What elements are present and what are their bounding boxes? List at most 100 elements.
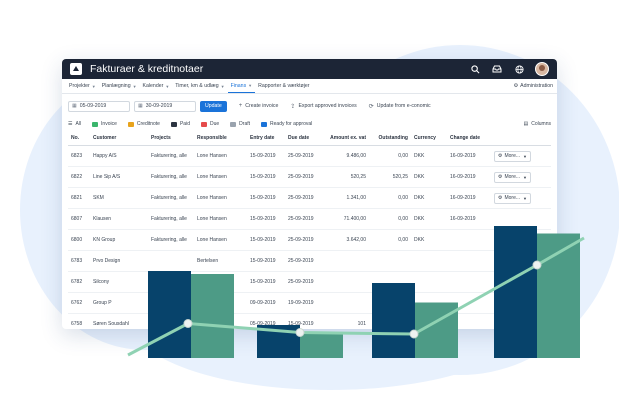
- table-cell: [369, 250, 411, 272]
- filter-swatch-icon: [127, 121, 134, 127]
- menu-item-3[interactable]: Timer, km & udlæg ▼: [172, 79, 227, 93]
- date-to-input[interactable]: ▦ 30-09-2019: [134, 100, 196, 112]
- table-cell: [447, 229, 491, 251]
- table-cell: [411, 271, 447, 293]
- menu-item-2[interactable]: Kalender ▼: [140, 79, 173, 93]
- chevron-down-icon: ▼: [220, 83, 225, 89]
- globe-icon[interactable]: [513, 63, 525, 75]
- overlay-bar-teal: [191, 274, 234, 358]
- update-economic-button[interactable]: ⟳ Update from e-conomic: [368, 103, 431, 110]
- table-cell: 1.341,00: [323, 187, 369, 209]
- table-cell: Line Sip A/S: [90, 166, 148, 188]
- table-row[interactable]: 6807 Klausen Fakturering, alle Lone Hansen 1…: [68, 208, 551, 230]
- table-cell: Fakturering, alle: [148, 229, 194, 251]
- filter-bar: ☰ All Invoice Creditnote Paid Due Draft Ready f…: [62, 117, 557, 131]
- column-header[interactable]: Amount ex. vat: [323, 131, 369, 146]
- column-header[interactable]: Customer: [90, 131, 148, 146]
- filter-label: Draft: [239, 121, 251, 127]
- create-invoice-button[interactable]: + Create invoice: [238, 103, 279, 109]
- date-from-input[interactable]: ▦ 05-09-2019: [68, 100, 130, 112]
- search-icon[interactable]: [469, 63, 481, 75]
- column-header[interactable]: Responsible: [194, 131, 247, 146]
- filter-label: All: [75, 121, 82, 127]
- column-header[interactable]: Entry date: [247, 131, 285, 146]
- columns-icon: ▤: [523, 121, 529, 127]
- table-cell: 6823: [68, 145, 90, 167]
- page-title: Fakturaer & kreditnotaer: [90, 63, 204, 75]
- column-header[interactable]: Currency: [411, 131, 447, 146]
- filter-0[interactable]: ☰ All: [68, 121, 81, 127]
- administration-label: Administration: [520, 83, 553, 89]
- table-cell: 0,00: [369, 229, 411, 251]
- table-row[interactable]: 6822 Line Sip A/S Fakturering, alle Lone Ha…: [68, 166, 551, 188]
- filter-5[interactable]: Draft: [230, 121, 250, 127]
- menu-item-label: Timer, km & udlæg: [175, 83, 219, 89]
- column-header[interactable]: Outstanding: [369, 131, 411, 146]
- filter-6[interactable]: Ready for approval: [261, 121, 312, 127]
- table-cell: Fakturering, alle: [148, 166, 194, 188]
- more-button[interactable]: ⚙ More... ▼: [494, 171, 532, 183]
- table-cell: 9.486,00: [323, 145, 369, 167]
- table-cell: 16-09-2019: [447, 145, 491, 167]
- table-row[interactable]: 6821 SKM Fakturering, alle Lone Hansen 15-09…: [68, 187, 551, 209]
- table-cell: [447, 250, 491, 272]
- table-cell: [447, 271, 491, 293]
- overlay-trend-line: [127, 236, 585, 357]
- inbox-icon[interactable]: [491, 63, 503, 75]
- more-button[interactable]: ⚙ More... ▼: [494, 192, 532, 204]
- update-button[interactable]: Update: [200, 100, 227, 112]
- column-header[interactable]: Due date: [285, 131, 323, 146]
- table-cell: 15-09-2019: [247, 250, 285, 272]
- overlay-bar-teal: [300, 334, 343, 358]
- overlay-bar-dark: [372, 283, 415, 358]
- plus-icon: +: [238, 103, 243, 109]
- table-cell: Lone Hansen: [194, 166, 247, 188]
- table-cell: 6762: [68, 292, 90, 314]
- menu-item-5[interactable]: Rapporter & værktøjer: [255, 79, 312, 93]
- table-cell: Fakturering, alle: [148, 187, 194, 209]
- table-cell: 25-09-2019: [285, 166, 323, 188]
- table-cell: 16-09-2019: [447, 208, 491, 230]
- column-header[interactable]: Change date: [447, 131, 491, 146]
- table-cell: Bertelsen: [194, 250, 247, 272]
- columns-button[interactable]: ▤ Columns: [524, 121, 551, 127]
- table-cell: 19-09-2019: [285, 292, 323, 314]
- menu-item-4[interactable]: Finans ▼: [227, 80, 256, 93]
- table-cell: Happy A/S: [90, 145, 148, 167]
- overlay-point: [532, 260, 542, 270]
- more-button[interactable]: ⚙ More... ▼: [494, 150, 532, 162]
- table-cell: Lone Hansen: [194, 229, 247, 251]
- table-cell: 15-09-2019: [247, 208, 285, 230]
- chevron-down-icon: ▼: [523, 174, 528, 180]
- menu-item-0[interactable]: Projekter ▼: [66, 79, 99, 93]
- table-cell: Klausen: [90, 208, 148, 230]
- menu-item-label: Projekter: [69, 83, 90, 89]
- overlay-bar-dark: [494, 226, 537, 358]
- column-header[interactable]: Projects: [148, 131, 194, 146]
- filter-2[interactable]: Creditnote: [127, 121, 160, 127]
- filter-1[interactable]: Invoice: [92, 121, 117, 127]
- chevron-down-icon: ▼: [132, 83, 137, 89]
- export-icon: ⇪: [290, 103, 296, 110]
- filter-3[interactable]: Paid: [170, 121, 190, 127]
- table-cell: 6783: [68, 250, 90, 272]
- column-header[interactable]: [491, 131, 551, 146]
- table-cell: Lone Hansen: [194, 187, 247, 209]
- export-invoices-button[interactable]: ⇪ Export approved invoices: [290, 103, 357, 110]
- filter-4[interactable]: Due: [200, 121, 219, 127]
- list-icon: ☰: [68, 121, 73, 127]
- filter-swatch-icon: [170, 121, 177, 127]
- gear-icon: ⚙: [498, 153, 503, 159]
- table-cell: 15-09-2019: [247, 145, 285, 167]
- column-header[interactable]: No.: [68, 131, 90, 146]
- table-cell: 15-09-2019: [247, 271, 285, 293]
- table-cell: [323, 292, 369, 314]
- table-row[interactable]: 6823 Happy A/S Fakturering, alle Lone Hanse…: [68, 145, 551, 167]
- table-cell: DKK: [411, 145, 447, 167]
- menu-item-1[interactable]: Planlægning ▼: [99, 79, 140, 93]
- toolbar: ▦ 05-09-2019 ▦ 30-09-2019 Update + Creat…: [62, 97, 557, 115]
- administration-link[interactable]: ⚙ Administration: [513, 83, 553, 89]
- menu-item-label: Finans: [230, 82, 247, 89]
- avatar[interactable]: [535, 62, 549, 76]
